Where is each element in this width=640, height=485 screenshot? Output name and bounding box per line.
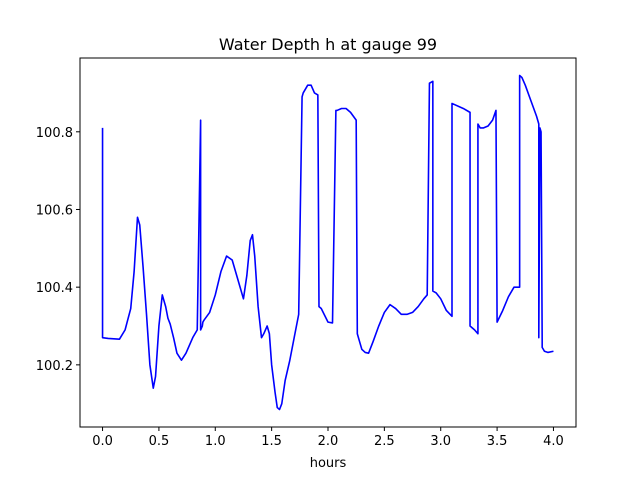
x-tick-label: 3.5 [487,434,508,449]
plot-area [101,74,554,411]
series-line-0 [101,74,554,411]
x-tick-label: 0.5 [149,434,170,449]
x-tick-label: 2.5 [374,434,395,449]
x-tick-label: 2.0 [318,434,339,449]
x-tick-label: 0.0 [92,434,113,449]
y-tick-label: 100.6 [36,203,73,218]
y-tick-label: 100.8 [36,126,73,141]
x-tick-label: 1.0 [205,434,226,449]
y-tick-label: 100.4 [36,281,73,296]
chart-title: Water Depth h at gauge 99 [219,35,437,54]
x-tick-label: 4.0 [543,434,564,449]
x-tick-label: 1.5 [261,434,282,449]
x-axis-label: hours [310,456,347,471]
x-tick-label: 3.0 [430,434,451,449]
y-axis: 100.2 100.4 100.6 100.8 [36,126,80,374]
y-tick-label: 100.2 [36,359,73,374]
x-axis: 0.0 0.5 1.0 1.5 2.0 2.5 3.0 3.5 4.0 [92,427,564,449]
